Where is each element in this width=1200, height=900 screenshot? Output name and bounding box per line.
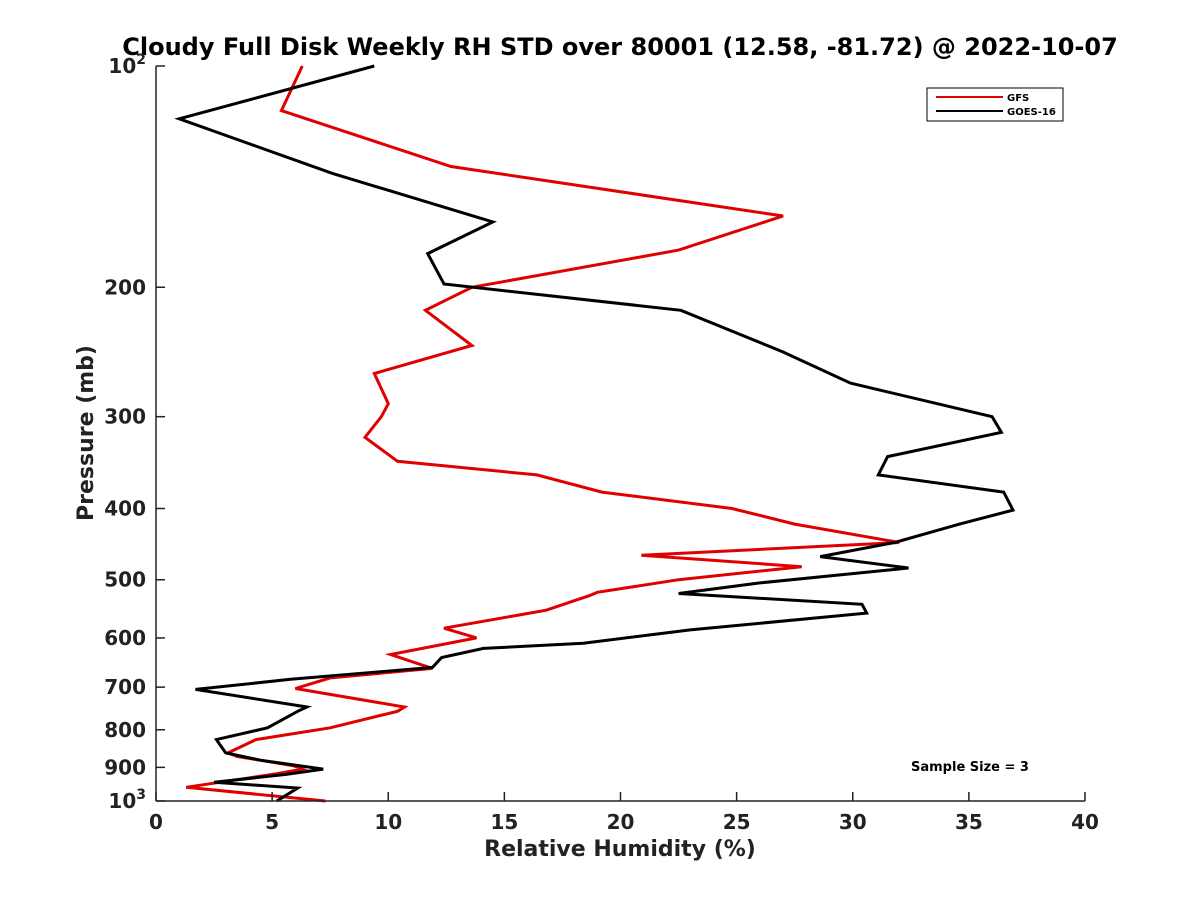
x-tick-label: 40 bbox=[1071, 810, 1099, 834]
legend-box bbox=[926, 87, 1064, 122]
sample-size-annotation: Sample Size = 3 bbox=[911, 760, 1029, 775]
y-tick-base: 500 bbox=[104, 568, 146, 592]
y-tick-label: 900 bbox=[104, 755, 146, 779]
x-tick-label: 15 bbox=[490, 810, 518, 834]
y-tick-label: 400 bbox=[104, 497, 146, 521]
series-line-goes16 bbox=[174, 64, 1016, 803]
legend-label-gfs: GFS bbox=[1007, 93, 1029, 104]
y-tick-label: 600 bbox=[104, 626, 146, 650]
y-tick-label: 300 bbox=[104, 405, 146, 429]
y-tick-label: 103 bbox=[108, 787, 146, 813]
y-tick-base: 600 bbox=[104, 626, 146, 650]
x-tick-label: 25 bbox=[723, 810, 751, 834]
y-tick-base: 10 bbox=[108, 789, 136, 813]
x-tick-label: 20 bbox=[607, 810, 635, 834]
series-layer bbox=[174, 64, 1016, 803]
x-tick-label: 30 bbox=[839, 810, 867, 834]
y-tick-base: 800 bbox=[104, 718, 146, 742]
y-tick-label: 102 bbox=[108, 52, 146, 78]
legend: GFS GOES-16 bbox=[926, 87, 1064, 122]
x-tick-label: 5 bbox=[265, 810, 279, 834]
x-axis-label: Relative Humidity (%) bbox=[484, 837, 756, 862]
legend-label-goes16: GOES-16 bbox=[1007, 107, 1056, 118]
y-tick-base: 900 bbox=[104, 755, 146, 779]
chart-title: Cloudy Full Disk Weekly RH STD over 8000… bbox=[122, 33, 1118, 61]
x-tick-label: 35 bbox=[955, 810, 983, 834]
plot-area: 0 5 10 15 20 25 30 35 40 10220030040050060070080… bbox=[104, 52, 1099, 834]
y-tick-exponent: 2 bbox=[136, 52, 146, 68]
y-tick-base: 700 bbox=[104, 675, 146, 699]
series-line-gfs bbox=[185, 65, 900, 803]
y-tick-label: 500 bbox=[104, 568, 146, 592]
y-tick-base: 200 bbox=[104, 275, 146, 299]
y-tick-base: 10 bbox=[108, 54, 136, 78]
y-tick-label: 700 bbox=[104, 675, 146, 699]
y-axis-label: Pressure (mb) bbox=[74, 345, 99, 521]
y-tick-exponent: 3 bbox=[136, 787, 146, 803]
y-tick-base: 400 bbox=[104, 497, 146, 521]
y-tick-label: 800 bbox=[104, 718, 146, 742]
x-ticks: 0 5 10 15 20 25 30 35 40 bbox=[149, 792, 1099, 834]
x-tick-label: 0 bbox=[149, 810, 163, 834]
x-tick-label: 10 bbox=[374, 810, 402, 834]
y-tick-label: 200 bbox=[104, 275, 146, 299]
y-tick-base: 300 bbox=[104, 405, 146, 429]
